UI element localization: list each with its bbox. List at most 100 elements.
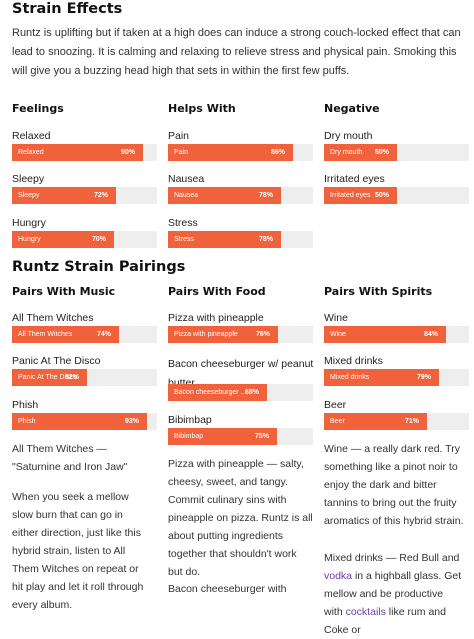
spirits-text: Mixed drinks — Red Bull and — [324, 552, 460, 564]
stat-label: Panic At The Disco — [12, 355, 101, 367]
stat-bar: Dry mouth 50% — [324, 144, 469, 161]
stat-bar-percent: 86% — [271, 149, 286, 156]
stat-bar-fill — [168, 231, 281, 248]
music-description: When you seek a mellow slow burn that ca… — [12, 491, 144, 611]
stat-bar: Phish 93% — [12, 413, 157, 430]
stat-bar-label: Phish — [18, 418, 36, 425]
stat-bar-fill — [12, 231, 114, 248]
feelings-title: Feelings — [12, 102, 64, 115]
stat-label: Phish — [12, 399, 39, 411]
stat-bar: Mixed drinks 79% — [324, 369, 469, 386]
stat-bar-fill — [12, 144, 143, 161]
stat-label: Mixed drinks — [324, 355, 383, 367]
stat-label: Dry mouth — [324, 130, 373, 142]
stat-label: Pain — [168, 130, 190, 142]
stat-bar-percent: 50% — [375, 149, 390, 156]
helps-with-title: Helps With — [168, 102, 236, 115]
stat-bar-fill — [324, 413, 427, 430]
stat-bar-label: Beer — [330, 418, 345, 425]
stat-bar-fill — [324, 369, 439, 386]
stat-bar: Nausea 78% — [168, 187, 313, 204]
stat-label: Pizza with pineapple — [168, 312, 264, 324]
stat-bar: Stress 78% — [168, 231, 313, 248]
stat-bar: Sleepy 72% — [12, 187, 157, 204]
spirits-description: Mixed drinks — Red Bull and vodka in a h… — [324, 549, 464, 639]
stat-label: Sleepy — [12, 173, 45, 185]
stat-bar-percent: 74% — [97, 331, 112, 338]
stat-bar-fill — [12, 369, 87, 386]
stat-bar-label: Wine — [330, 331, 346, 338]
spirits-description: Wine — a really dark red. Try something … — [324, 443, 464, 527]
stat-bar: Bacon cheeseburger ... 68% — [168, 384, 313, 401]
stat-bar-fill — [12, 326, 119, 343]
stat-bar-label: Mixed drinks — [330, 374, 370, 381]
stat-bar-label: Hungry — [18, 236, 41, 243]
stat-bar-label: Irritated eyes — [330, 192, 371, 199]
stat-bar-fill — [12, 413, 147, 430]
stat-bar-percent: 90% — [121, 149, 136, 156]
stat-bar: Hungry 70% — [12, 231, 157, 248]
cocktails-link[interactable]: cocktails — [345, 606, 386, 618]
stat-bar-percent: 76% — [256, 331, 271, 338]
stat-bar-percent: 52% — [65, 374, 80, 381]
stat-bar-percent: 93% — [125, 418, 140, 425]
stat-bar: Beer 71% — [324, 413, 469, 430]
stat-bar-fill — [168, 187, 281, 204]
stat-bar: Wine 84% — [324, 326, 469, 343]
stat-bar: All Them Witches 74% — [12, 326, 157, 343]
stat-bar-percent: 70% — [92, 236, 107, 243]
stat-bar-fill — [12, 187, 116, 204]
stat-bar-label: Sleepy — [18, 192, 40, 199]
effects-intro: Runtz is uplifting but if taken at a hig… — [12, 27, 461, 77]
stat-label: Irritated eyes — [324, 173, 385, 185]
stat-bar-label: Relaxed — [18, 149, 44, 156]
music-description: All Them Witches — "Saturnine and Iron J… — [12, 443, 128, 473]
stat-bar: Panic At The Disco 52% — [12, 369, 157, 386]
stat-bar-label: All Them Witches — [18, 331, 73, 338]
stat-bar-label: Panic At The Disco — [18, 374, 78, 381]
strain-effects-heading: Strain Effects — [12, 1, 123, 17]
stat-label: Stress — [168, 217, 198, 229]
stat-bar-percent: 68% — [245, 389, 260, 396]
stat-bar: Bibimbap 75% — [168, 428, 313, 445]
pairs-with-food-title: Pairs With Food — [168, 285, 266, 298]
pairs-with-music-title: Pairs With Music — [12, 285, 116, 298]
stat-bar-label: Dry mouth — [330, 149, 363, 156]
stat-bar-fill — [324, 144, 397, 161]
stat-bar: Irritated eyes 50% — [324, 187, 469, 204]
stat-bar-percent: 71% — [405, 418, 420, 425]
stat-bar-fill — [168, 384, 267, 401]
stat-label: Bibimbap — [168, 414, 212, 426]
stat-bar: Relaxed 90% — [12, 144, 157, 161]
stat-bar-fill — [168, 326, 278, 343]
stat-label: Nausea — [168, 173, 205, 185]
negative-title: Negative — [324, 102, 380, 115]
stat-bar-fill — [324, 187, 397, 204]
pairs-with-spirits-title: Pairs With Spirits — [324, 285, 433, 298]
stat-bar-fill — [168, 428, 277, 445]
stat-label: Relaxed — [12, 130, 51, 142]
stat-bar-percent: 72% — [94, 192, 109, 199]
vodka-link[interactable]: vodka — [324, 570, 353, 582]
stat-bar-percent: 79% — [417, 374, 432, 381]
food-description: Pizza with pineapple — salty, cheesy, sw… — [168, 458, 313, 578]
stat-bar-label: Bacon cheeseburger ... — [174, 389, 247, 396]
food-description: Bacon cheeseburger with — [168, 583, 287, 595]
stat-bar: Pain 86% — [168, 144, 313, 161]
strain-pairings-heading: Runtz Strain Pairings — [12, 259, 186, 275]
stat-bar-percent: 78% — [259, 236, 274, 243]
stat-bar-label: Bibimbap — [174, 433, 204, 440]
stat-bar-percent: 78% — [259, 192, 274, 199]
stat-bar-percent: 50% — [375, 192, 390, 199]
stat-bar-percent: 75% — [255, 433, 270, 440]
stat-bar-fill — [324, 326, 446, 343]
stat-label: All Them Witches — [12, 312, 94, 324]
stat-bar-fill — [168, 144, 293, 161]
stat-label: Hungry — [12, 217, 46, 229]
stat-bar-label: Pain — [174, 149, 189, 156]
stat-bar-percent: 84% — [424, 331, 439, 338]
stat-label: Beer — [324, 399, 347, 411]
stat-bar: Pizza with pineapple 76% — [168, 326, 313, 343]
strain-page: Strain Effects Runtz is uplifting but if… — [12, 1, 469, 636]
stat-bar-label: Nausea — [174, 192, 199, 199]
